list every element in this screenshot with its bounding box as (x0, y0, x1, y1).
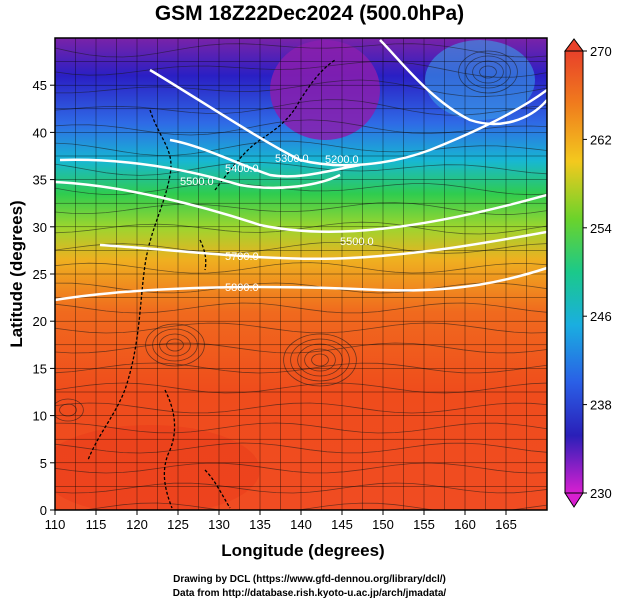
colorbar-tick-label: 262 (590, 132, 612, 147)
y-tick-label: 25 (33, 267, 47, 282)
colorbar-bar (564, 50, 584, 494)
circulation (297, 343, 343, 377)
height-contours (55, 39, 547, 302)
grid-lines (55, 38, 547, 510)
circulation (311, 353, 329, 367)
contour-label: 5800.0 (225, 282, 259, 294)
colorbar-tick-label: 246 (590, 309, 612, 324)
contour-label-group: 5800.0 5700.0 5500.0 5500.0 5400.0 5300.… (180, 153, 374, 294)
warm-pocket (425, 40, 535, 120)
y-tick-label: 45 (33, 78, 47, 93)
circulation (55, 398, 84, 422)
x-tick-label: 125 (167, 517, 189, 532)
map-title: GSM 18Z22Dec2024 (500.0hPa) (154, 2, 465, 25)
x-tick-label: 120 (126, 517, 148, 532)
colorbar-tick-label: 230 (590, 486, 612, 501)
colorbar-tick-label: 270 (590, 44, 612, 59)
x-tick-label: 130 (208, 517, 230, 532)
colorbar: 270 262 254 246 238 230 (564, 38, 612, 508)
contour-label: 5500.0 (340, 236, 374, 248)
y-tick-label: 10 (33, 409, 47, 424)
x-tick-label: 165 (495, 517, 517, 532)
contour-label: 5300.0 (275, 153, 309, 165)
x-tick-label: 150 (372, 517, 394, 532)
colorbar-ticks: 270 262 254 246 238 230 (583, 44, 612, 501)
colorbar-top-arrow (564, 38, 584, 52)
circulation (304, 348, 336, 372)
circulation (479, 65, 497, 79)
x-ticks: 110 115 120 125 130 135 140 145 150 155 160 165 (45, 510, 517, 532)
y-tick-label: 0 (40, 503, 47, 518)
x-tick-label: 135 (249, 517, 271, 532)
x-axis-label: Longitude (degrees) (221, 541, 384, 560)
plot-area: 5800.0 5700.0 5500.0 5500.0 5400.0 5300.… (55, 38, 547, 510)
credit-drawing: Drawing by DCL (https://www.gfd-dennou.o… (173, 574, 446, 585)
contour-label: 5500.0 (180, 176, 214, 188)
colorbar-tick-label: 238 (590, 398, 612, 413)
x-tick-label: 155 (413, 517, 435, 532)
x-tick-label: 115 (86, 517, 107, 532)
contour-label: 5200.0 (325, 154, 359, 166)
circulation (465, 55, 511, 89)
y-tick-label: 35 (33, 173, 47, 188)
circulation (290, 338, 350, 382)
y-ticks: 0 5 10 15 20 25 30 35 40 45 (33, 78, 55, 518)
circulation (472, 60, 504, 84)
x-tick-label: 145 (331, 517, 353, 532)
contour-label: 5700.0 (225, 251, 259, 263)
colorbar-tick-label: 254 (590, 221, 612, 236)
x-tick-label: 140 (290, 517, 312, 532)
y-tick-label: 15 (33, 361, 47, 376)
x-tick-label: 160 (454, 517, 476, 532)
circulation (59, 403, 77, 417)
x-tick-label: 110 (45, 517, 66, 532)
circulation (283, 333, 357, 387)
circulation (458, 50, 518, 94)
cold-core (270, 40, 380, 140)
colorbar-bottom-arrow (564, 492, 584, 508)
y-tick-label: 5 (40, 456, 47, 471)
y-tick-label: 20 (33, 314, 47, 329)
y-tick-label: 40 (33, 125, 47, 140)
credit-data: Data from http://database.rish.kyoto-u.a… (172, 588, 447, 599)
contour-label: 5400.0 (225, 163, 259, 175)
y-axis-label: Latitude (degrees) (7, 200, 26, 347)
y-tick-label: 30 (33, 220, 47, 235)
warm-region (55, 425, 260, 510)
